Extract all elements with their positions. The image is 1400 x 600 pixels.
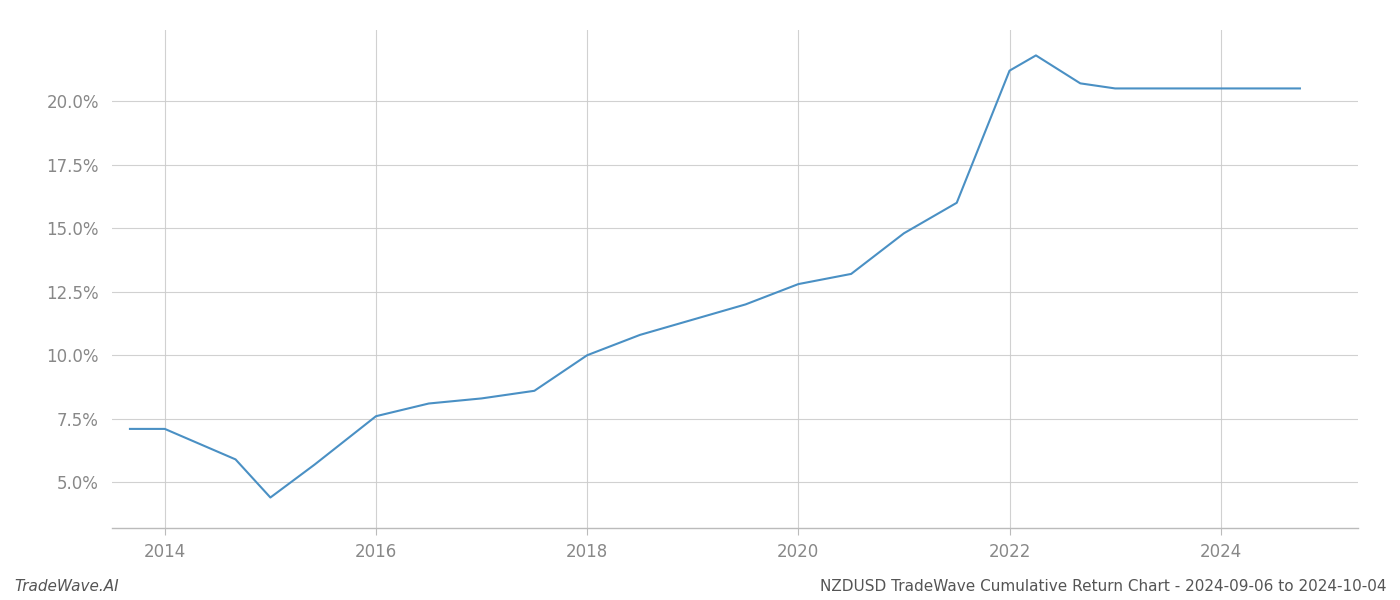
Text: TradeWave.AI: TradeWave.AI [14, 579, 119, 594]
Text: NZDUSD TradeWave Cumulative Return Chart - 2024-09-06 to 2024-10-04: NZDUSD TradeWave Cumulative Return Chart… [819, 579, 1386, 594]
